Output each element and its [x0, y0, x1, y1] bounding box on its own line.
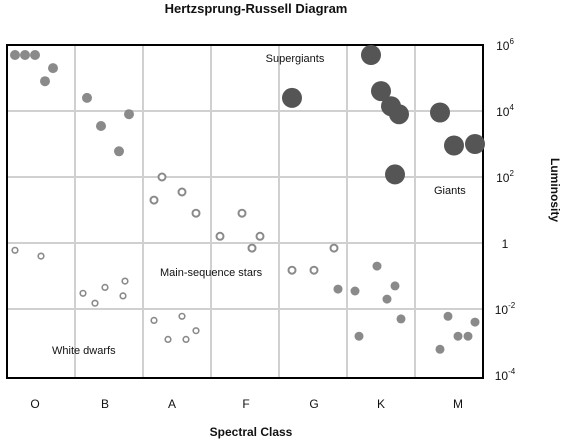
star-point-3-2 [121, 277, 129, 285]
star-point-4-0 [282, 87, 302, 108]
star-point-1-7 [247, 243, 257, 253]
star-point-0-8 [114, 146, 124, 157]
gridlines [7, 45, 483, 378]
star-point-4-3 [361, 45, 381, 65]
star-point-3-9 [192, 327, 200, 335]
star-point-0-3 [20, 50, 30, 60]
star-point-3-0 [11, 246, 19, 254]
y-tick-label-3: 1 [502, 237, 509, 251]
star-point-3-5 [119, 292, 127, 300]
star-point-0-4 [40, 76, 50, 87]
star-point-2-1 [372, 261, 382, 271]
star-point-4-4 [381, 96, 401, 117]
y-axis-label: Luminosity [548, 158, 562, 222]
y-tick-label-5: 10-4 [495, 367, 516, 383]
x-tick-label-f: F [242, 397, 249, 411]
star-point-2-11 [435, 344, 445, 354]
star-point-4-7 [444, 135, 464, 156]
star-point-3-10 [164, 335, 172, 344]
star-point-3-7 [178, 312, 186, 320]
star-point-0-1 [30, 50, 40, 60]
star-point-3-8 [150, 316, 158, 325]
star-point-2-5 [396, 314, 406, 324]
star-point-3-1 [37, 252, 45, 260]
y-tick-label-2: 102 [496, 169, 514, 185]
star-point-1-1 [177, 187, 187, 197]
x-tick-label-o: O [30, 397, 39, 411]
star-point-1-8 [329, 243, 339, 253]
star-point-4-5 [430, 102, 450, 123]
x-axis-label: Spectral Class [210, 425, 293, 439]
star-point-1-10 [309, 265, 319, 275]
star-point-2-3 [350, 286, 360, 296]
star-point-2-2 [390, 281, 400, 291]
star-point-0-2 [48, 63, 58, 74]
star-point-2-6 [354, 331, 364, 341]
star-point-2-8 [470, 317, 480, 327]
plot-area-frame [6, 44, 484, 379]
x-tick-label-a: A [168, 397, 176, 411]
star-point-2-7 [453, 331, 463, 341]
star-point-1-6 [215, 231, 225, 241]
star-point-4-8 [385, 164, 405, 185]
star-point-0-0 [10, 50, 20, 60]
star-point-1-0 [157, 172, 167, 182]
star-point-0-7 [96, 121, 106, 131]
star-point-3-11 [182, 335, 190, 344]
star-point-1-5 [255, 231, 265, 241]
y-tick-label-0: 106 [496, 37, 514, 53]
x-tick-label-m: M [453, 397, 463, 411]
star-point-2-4 [382, 294, 392, 304]
data-points [10, 45, 485, 354]
y-axis-ticks: 106 104 102 1 10-2 10-4 [495, 37, 516, 383]
x-tick-label-k: K [377, 397, 385, 411]
star-point-1-3 [191, 208, 201, 218]
star-point-3-6 [91, 299, 99, 307]
annotation-white-dwarfs: White dwarfs [52, 345, 116, 357]
star-point-1-2 [149, 195, 159, 205]
star-point-0-6 [124, 109, 134, 120]
annotation-supergiants: Supergiants [266, 53, 325, 65]
star-point-2-0 [333, 284, 343, 294]
x-tick-label-b: B [101, 397, 109, 411]
star-point-2-10 [463, 331, 473, 341]
annotation-main-sequence: Main-sequence stars [160, 267, 263, 279]
annotations: Supergiants Giants Main-sequence stars W… [52, 53, 466, 357]
star-point-3-3 [79, 289, 87, 297]
star-point-0-5 [82, 92, 92, 103]
star-point-1-4 [237, 208, 247, 218]
star-point-1-9 [287, 265, 297, 275]
x-tick-label-g: G [309, 397, 318, 411]
star-point-3-4 [101, 283, 109, 292]
star-point-4-1 [371, 81, 391, 102]
y-tick-label-1: 104 [496, 103, 514, 119]
y-tick-label-4: 10-2 [495, 301, 516, 317]
chart-title: Hertzsprung-Russell Diagram [165, 1, 348, 16]
star-point-4-6 [465, 134, 485, 154]
annotation-giants: Giants [434, 185, 466, 197]
star-point-2-9 [443, 311, 453, 321]
